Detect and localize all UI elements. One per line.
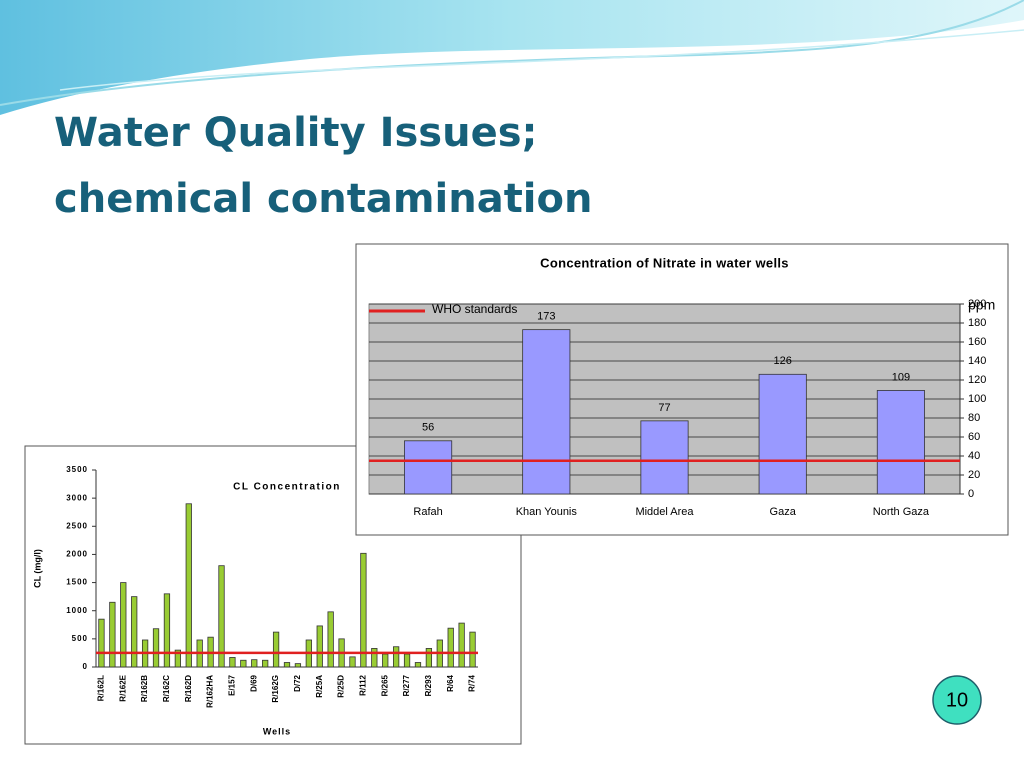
y-tick-label: 1000: [66, 606, 88, 615]
x-tick-label: R/74: [468, 674, 477, 691]
value-label: 109: [892, 371, 910, 383]
bar: [403, 653, 411, 668]
page-number: 10: [946, 689, 968, 711]
bar: [327, 611, 334, 668]
y-tick-label: 160: [968, 336, 986, 348]
charts: CL Concentration050010001500200025003000…: [24, 243, 1009, 745]
bar: [447, 627, 454, 668]
legend-label: WHO standards: [432, 302, 517, 316]
header-wave: [0, 0, 1024, 115]
value-label: 56: [422, 422, 434, 434]
value-label: 126: [774, 355, 792, 367]
bar: [469, 631, 476, 668]
y-tick-label: 3500: [66, 465, 88, 474]
x-tick-label: R/162L: [97, 675, 106, 701]
bar: [262, 659, 269, 668]
x-tick-label: E/157: [228, 674, 237, 695]
bar: [294, 663, 302, 668]
bar: [758, 373, 807, 495]
x-tick-label: Rafah: [413, 506, 442, 518]
bar: [98, 618, 105, 668]
bar: [640, 420, 689, 495]
x-axis-label: Wells: [263, 726, 291, 736]
bar: [251, 659, 258, 668]
value-label: 173: [537, 311, 555, 323]
bar: [163, 593, 171, 668]
y-tick-label: 40: [968, 450, 980, 462]
y-tick-label: 0: [83, 662, 88, 671]
bar: [316, 625, 323, 668]
x-tick-label: R/25D: [337, 675, 346, 698]
x-tick-label: R/265: [380, 674, 389, 696]
wave-line: [59, 29, 1024, 91]
bar: [425, 648, 433, 668]
bar: [120, 582, 127, 668]
x-tick-label: D/69: [249, 674, 258, 691]
x-tick-label: R/277: [402, 674, 411, 696]
y-tick-label: 80: [968, 412, 980, 424]
bar: [218, 565, 225, 668]
x-tick-label: Middel Area: [635, 506, 694, 518]
bar: [240, 659, 247, 668]
bar: [414, 662, 422, 668]
bar: [371, 648, 378, 668]
slide-title: Water Quality Issues;: [54, 110, 538, 156]
bar: [360, 552, 367, 668]
y-tick-label: 140: [968, 355, 986, 367]
chart-title: Concentration of Nitrate in water wells: [540, 255, 789, 270]
bar: [109, 601, 116, 668]
x-tick-label: Khan Younis: [516, 506, 578, 518]
y-tick-label: 120: [968, 374, 986, 386]
y-tick-label: 2000: [66, 550, 88, 559]
x-tick-label: R/162HA: [206, 675, 215, 708]
bar: [876, 390, 925, 495]
y-tick-label: 3000: [66, 493, 88, 502]
bar: [393, 646, 400, 668]
bar: [404, 440, 453, 495]
y-tick-label: 180: [968, 317, 986, 329]
x-tick-label: R/162G: [271, 675, 280, 703]
x-tick-label: North Gaza: [873, 506, 930, 518]
x-tick-label: R/112: [359, 674, 368, 695]
x-tick-label: Gaza: [770, 506, 797, 518]
x-tick-label: D/72: [293, 674, 302, 691]
bar: [185, 503, 192, 668]
bar: [272, 631, 280, 668]
x-tick-label: R/162D: [184, 675, 193, 702]
y-tick-label: 100: [968, 393, 986, 405]
bar: [458, 622, 465, 668]
x-tick-label: R/162E: [118, 674, 127, 701]
y-axis-label: ppm: [968, 297, 995, 313]
bar: [522, 329, 571, 495]
x-tick-label: R/25A: [315, 675, 324, 698]
value-label: 77: [658, 402, 670, 414]
y-tick-label: 2500: [66, 521, 88, 530]
y-axis-label: CL (mg/l): [32, 549, 42, 588]
bar: [283, 662, 291, 668]
bar: [229, 657, 236, 668]
y-tick-label: 1500: [66, 578, 88, 587]
y-tick-label: 20: [968, 469, 980, 481]
slide-title: chemical contamination: [54, 176, 592, 222]
bar: [382, 653, 389, 668]
chart-title: CL Concentration: [233, 482, 341, 493]
x-tick-label: R/64: [446, 674, 455, 691]
bar: [131, 596, 138, 668]
bar: [152, 628, 160, 668]
x-tick-label: R/162B: [140, 675, 149, 702]
y-tick-label: 500: [72, 634, 88, 643]
y-tick-label: 200: [968, 298, 986, 310]
bar: [174, 649, 181, 668]
x-tick-label: R/162C: [162, 675, 171, 702]
x-tick-label: R/293: [424, 674, 433, 696]
page-number-badge: [932, 675, 982, 725]
y-tick-label: 60: [968, 431, 980, 443]
bar: [349, 656, 356, 668]
y-tick-label: 0: [968, 488, 974, 500]
